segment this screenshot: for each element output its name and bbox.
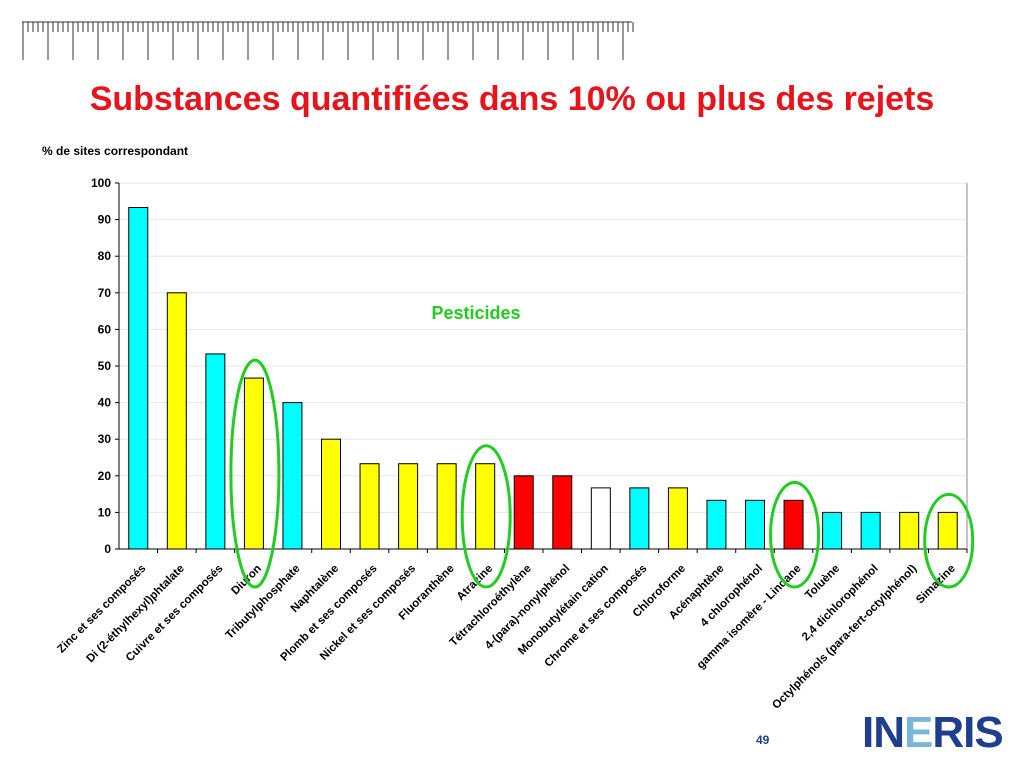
x-tick-label: Simazine [914, 563, 958, 607]
bar [552, 475, 573, 550]
ruler-decoration [22, 21, 634, 60]
pesticides-annotation: Pesticides [431, 303, 520, 323]
bar [513, 475, 534, 550]
y-tick-label: 80 [98, 249, 112, 263]
bar [629, 487, 650, 550]
y-tick-label: 50 [98, 359, 112, 373]
x-tick-label: Atrazine [455, 563, 496, 604]
bar [860, 511, 881, 550]
bar [128, 207, 149, 550]
ineris-logo: INERIS [862, 708, 1004, 757]
bar [937, 511, 958, 550]
x-tick-label: Tributylphosphate [224, 563, 303, 642]
page-number: 49 [756, 733, 770, 747]
bar [590, 487, 611, 550]
bar [899, 511, 920, 550]
bar [282, 402, 303, 550]
bar [475, 463, 496, 550]
bar [166, 292, 187, 550]
y-tick-label: 20 [98, 469, 112, 483]
bar [667, 487, 688, 550]
bar [436, 463, 457, 550]
page-title: Substances quantifiées dans 10% ou plus … [89, 80, 935, 118]
bar [706, 499, 727, 550]
highlight-ellipse [460, 444, 512, 589]
highlight-ellipse [923, 492, 975, 589]
y-tick-label: 30 [98, 432, 112, 446]
bar [783, 499, 804, 550]
y-tick-label: 100 [91, 176, 111, 190]
y-axis-label: % de sites correspondant [42, 144, 189, 158]
bar [321, 438, 341, 550]
x-tick-label: 2,4 dichlorophénol [800, 563, 881, 644]
y-tick-label: 70 [98, 286, 112, 300]
bar [398, 463, 419, 550]
highlight-ellipse [229, 358, 281, 589]
bar [359, 463, 380, 550]
bar [745, 499, 765, 550]
x-tick-label: Octylphénols (para-tert-octylphénol) [770, 563, 919, 712]
bar [822, 511, 843, 550]
x-tick-label: Toluène [803, 563, 842, 602]
y-tick-label: 40 [98, 396, 112, 410]
y-tick-label: 0 [104, 542, 111, 556]
bar [243, 377, 264, 550]
bar [205, 353, 226, 550]
y-tick-label: 90 [98, 213, 112, 227]
y-tick-label: 10 [98, 505, 112, 519]
highlight-ellipse [769, 480, 821, 589]
y-tick-label: 60 [98, 322, 112, 336]
